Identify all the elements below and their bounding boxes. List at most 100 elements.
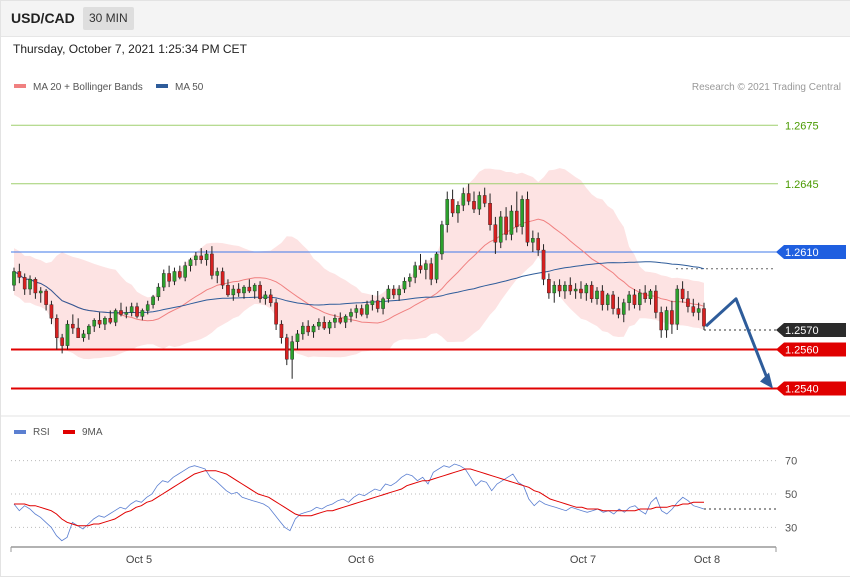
candle-body	[696, 308, 701, 313]
candles	[12, 183, 706, 379]
candle-body	[531, 238, 535, 243]
rsi-tick-70: 70	[785, 456, 797, 468]
candle-body	[359, 308, 364, 315]
candle-body	[17, 271, 22, 278]
candle-body	[295, 333, 300, 342]
candle-body	[627, 294, 631, 303]
candle-body	[349, 312, 353, 317]
candle-body	[450, 199, 455, 214]
candle-body	[65, 323, 70, 346]
candle-body	[541, 249, 546, 280]
candle-body	[557, 284, 562, 292]
candle-body	[408, 277, 412, 282]
bollinger-band	[14, 168, 704, 360]
candle-body	[279, 323, 284, 338]
symbol-title: USD/CAD	[11, 10, 75, 26]
candle-body	[675, 288, 680, 325]
candle-body	[616, 308, 621, 315]
candle-body	[194, 255, 198, 260]
candle-body	[322, 322, 327, 329]
candle-body	[129, 306, 134, 313]
rsi-series-RSI	[13, 463, 705, 542]
candle-body	[375, 300, 380, 309]
x-tick-label: Oct 7	[570, 554, 596, 566]
candle-body	[477, 195, 482, 210]
candle-body	[258, 284, 262, 299]
candle-body	[108, 318, 113, 323]
candle-body	[188, 259, 193, 266]
candle-body	[621, 302, 626, 315]
candle-body	[220, 271, 225, 286]
candle-body	[429, 263, 434, 280]
price-tag-1.2540	[776, 381, 846, 396]
candle-body	[370, 300, 375, 305]
candle-body	[670, 310, 674, 325]
price-label-1.2675: 1.2675	[785, 120, 819, 132]
candle-body	[434, 253, 439, 280]
candle-body	[632, 294, 637, 305]
candle-body	[365, 304, 369, 315]
price-label-1.2560: 1.2560	[785, 345, 819, 357]
candle-body	[445, 199, 450, 225]
ma50-line	[13, 261, 705, 314]
candle-body	[71, 323, 75, 329]
candle-body	[268, 294, 273, 303]
candle-body	[274, 302, 278, 325]
candle-body	[172, 271, 177, 282]
candle-body	[151, 296, 155, 305]
candle-body	[327, 322, 332, 329]
candle-body	[547, 279, 551, 294]
rsi-tick-30: 30	[785, 522, 797, 534]
x-tick-label: Oct 5	[126, 554, 152, 566]
candle-body	[145, 304, 150, 311]
candle-body	[301, 325, 305, 335]
candle-body	[167, 273, 171, 282]
candle-body	[472, 201, 476, 210]
candle-body	[204, 253, 209, 260]
candle-body	[514, 210, 519, 227]
candle-body	[488, 203, 492, 225]
candle-body	[252, 284, 257, 292]
candle-body	[397, 288, 401, 296]
rsi-grid: 30 50 70	[11, 456, 797, 534]
rsi-tick-50: 50	[785, 489, 797, 501]
candle-body	[536, 238, 540, 251]
candle-body	[579, 288, 583, 294]
ma20-line	[13, 218, 705, 324]
candle-body	[611, 294, 615, 309]
candle-body	[92, 320, 97, 327]
candle-body	[290, 341, 294, 360]
candle-body	[54, 318, 59, 338]
legend-swatch-ma20	[14, 84, 26, 88]
legend-swatch-ma50	[156, 84, 168, 88]
price-label-1.2645: 1.2645	[785, 179, 819, 191]
candle-body	[140, 310, 145, 317]
candle-body	[306, 325, 310, 333]
candle-body	[643, 292, 647, 300]
chart-header: USD/CAD 30 MIN	[0, 0, 850, 37]
candle-body	[418, 265, 423, 270]
candle-body	[343, 316, 348, 323]
candle-body	[600, 290, 605, 305]
candle-body	[664, 310, 669, 331]
candle-body	[573, 288, 578, 292]
candle-body	[504, 216, 508, 235]
candle-body	[226, 284, 230, 296]
candle-body	[498, 216, 503, 243]
candle-body	[654, 290, 658, 313]
x-tick-label: Oct 8	[694, 554, 720, 566]
timeframe-badge[interactable]: 30 MIN	[83, 7, 134, 30]
candle-body	[589, 284, 594, 299]
candle-body	[161, 273, 166, 288]
price-tag-1.2610	[776, 245, 846, 259]
candle-body	[103, 318, 107, 325]
price-label-1.2570: 1.2570	[785, 325, 819, 337]
candle-body	[413, 265, 417, 278]
candle-body	[333, 318, 337, 323]
price-levels	[11, 124, 778, 390]
candle-body	[124, 312, 129, 315]
candle-body	[493, 224, 498, 243]
price-legend: MA 20 + Bollinger Bands MA 50	[14, 82, 204, 93]
rsi-lines	[13, 463, 776, 542]
